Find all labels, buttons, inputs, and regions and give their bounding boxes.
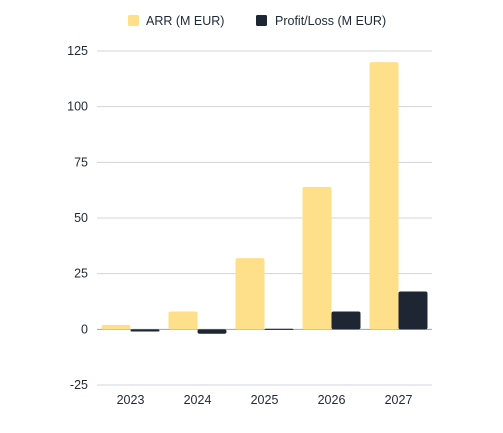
arr-bar-2025 — [235, 258, 265, 330]
arr-bar-2024 — [168, 311, 198, 330]
profit-loss-bar-2025 — [264, 328, 294, 330]
profit-loss-bar-2027 — [398, 291, 428, 330]
legend-label: Profit/Loss (M EUR) — [275, 14, 386, 28]
arr-bar-2027 — [369, 62, 399, 330]
legend-swatch — [128, 15, 139, 26]
legend: ARR (M EUR) Profit/Loss (M EUR) — [128, 14, 386, 28]
x-tick-label: 2024 — [184, 393, 212, 407]
y-tick-label: 75 — [74, 155, 88, 169]
y-tick-label: 50 — [74, 211, 88, 225]
y-tick-label: 25 — [74, 267, 88, 281]
y-tick-label: -25 — [70, 378, 88, 392]
y-axis-ticks: 125 100 75 50 25 0 -25 — [67, 44, 88, 392]
profit-loss-bar-2023 — [130, 329, 160, 332]
legend-swatch — [256, 15, 267, 26]
x-tick-label: 2023 — [117, 393, 145, 407]
arr-bar-2026 — [302, 186, 332, 330]
x-tick-label: 2025 — [251, 393, 279, 407]
x-tick-label: 2026 — [318, 393, 346, 407]
legend-label: ARR (M EUR) — [146, 14, 224, 28]
x-tick-label: 2027 — [385, 393, 413, 407]
profit-loss-bar-2024 — [197, 329, 227, 334]
y-tick-label: 0 — [81, 322, 88, 336]
x-axis-ticks: 2023 2024 2025 2026 2027 — [117, 393, 413, 407]
bars — [101, 62, 428, 334]
y-tick-label: 125 — [67, 44, 88, 58]
profit-loss-bar-2026 — [331, 311, 361, 330]
arr-bar-2023 — [101, 324, 131, 330]
y-tick-label: 100 — [67, 100, 88, 114]
